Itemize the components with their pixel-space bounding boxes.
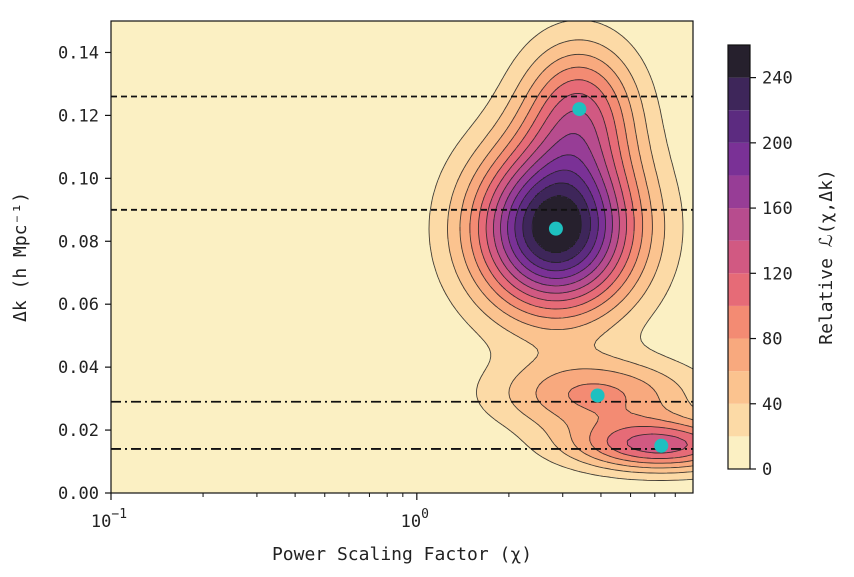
- contour-lines: [428, 21, 693, 481]
- contour-line-20: [428, 21, 693, 481]
- contour-line-60: [459, 53, 693, 469]
- colorbar-band-0: [728, 436, 750, 469]
- colorbar-tick-label-1: 40: [762, 395, 782, 415]
- contour-line-140: [492, 110, 620, 294]
- colorbar-tick-label-2: 80: [762, 330, 782, 350]
- y-tick-label-7: 0.14: [58, 43, 99, 63]
- colorbar-band-1: [728, 403, 750, 437]
- y-tick-label-0: 0.00: [58, 484, 99, 504]
- y-tick-label-2: 0.04: [58, 358, 99, 378]
- contour-line-220: [522, 182, 592, 263]
- plot-frame: [110, 20, 694, 494]
- peak-marker-4: [654, 438, 669, 453]
- contour-line-180: [507, 154, 606, 279]
- x-tick-label-1: 100: [401, 507, 429, 532]
- colorbar-tick-label-5: 200: [762, 134, 793, 154]
- colorbar-band-6: [728, 240, 750, 274]
- colorbar-band-3: [728, 338, 750, 372]
- y-tick-label-4: 0.08: [58, 232, 99, 252]
- y-tick-label-3: 0.06: [58, 295, 99, 315]
- contour-line-160: [500, 133, 613, 287]
- colorbar-title: Relative ℒ(χ,Δk): [816, 169, 837, 345]
- y-axis-title: Δk (h Mpc⁻¹): [10, 192, 31, 322]
- colorbar-frame: [727, 44, 751, 470]
- contour-line-80: [469, 66, 693, 464]
- peak-marker-3: [590, 388, 605, 403]
- x-axis-title: Power Scaling Factor (χ): [272, 544, 532, 565]
- x-tick-label-0: 10−1: [91, 507, 127, 532]
- colorbar-band-8: [728, 175, 750, 209]
- contour-line-240: [531, 195, 582, 253]
- colorbar-band-11: [728, 77, 750, 111]
- contour-layer: [111, 21, 693, 481]
- y-tick-label-6: 0.12: [58, 106, 99, 126]
- colorbar-band-5: [728, 273, 750, 306]
- y-tick-label-1: 0.02: [58, 421, 99, 441]
- contour-line-200: [514, 169, 599, 272]
- contour-line-100: [477, 79, 693, 459]
- colorbar-tick-label-6: 240: [762, 69, 793, 89]
- colorbar-tick-label-4: 160: [762, 199, 793, 219]
- colorbar-tick-label-3: 120: [762, 264, 793, 284]
- colorbar-band-2: [728, 371, 750, 404]
- filled-bands: [429, 21, 693, 481]
- colorbar-tick-label-0: 0: [762, 460, 772, 480]
- peak-marker-2: [572, 102, 587, 117]
- y-tick-label-5: 0.10: [58, 169, 99, 189]
- colorbar-band-4: [728, 305, 750, 339]
- colorbar-band-9: [728, 142, 750, 176]
- peak-marker-1: [548, 221, 563, 236]
- colorbar-band-7: [728, 208, 750, 241]
- colorbar-band-10: [728, 110, 750, 143]
- colorbar-band-12: [728, 45, 750, 78]
